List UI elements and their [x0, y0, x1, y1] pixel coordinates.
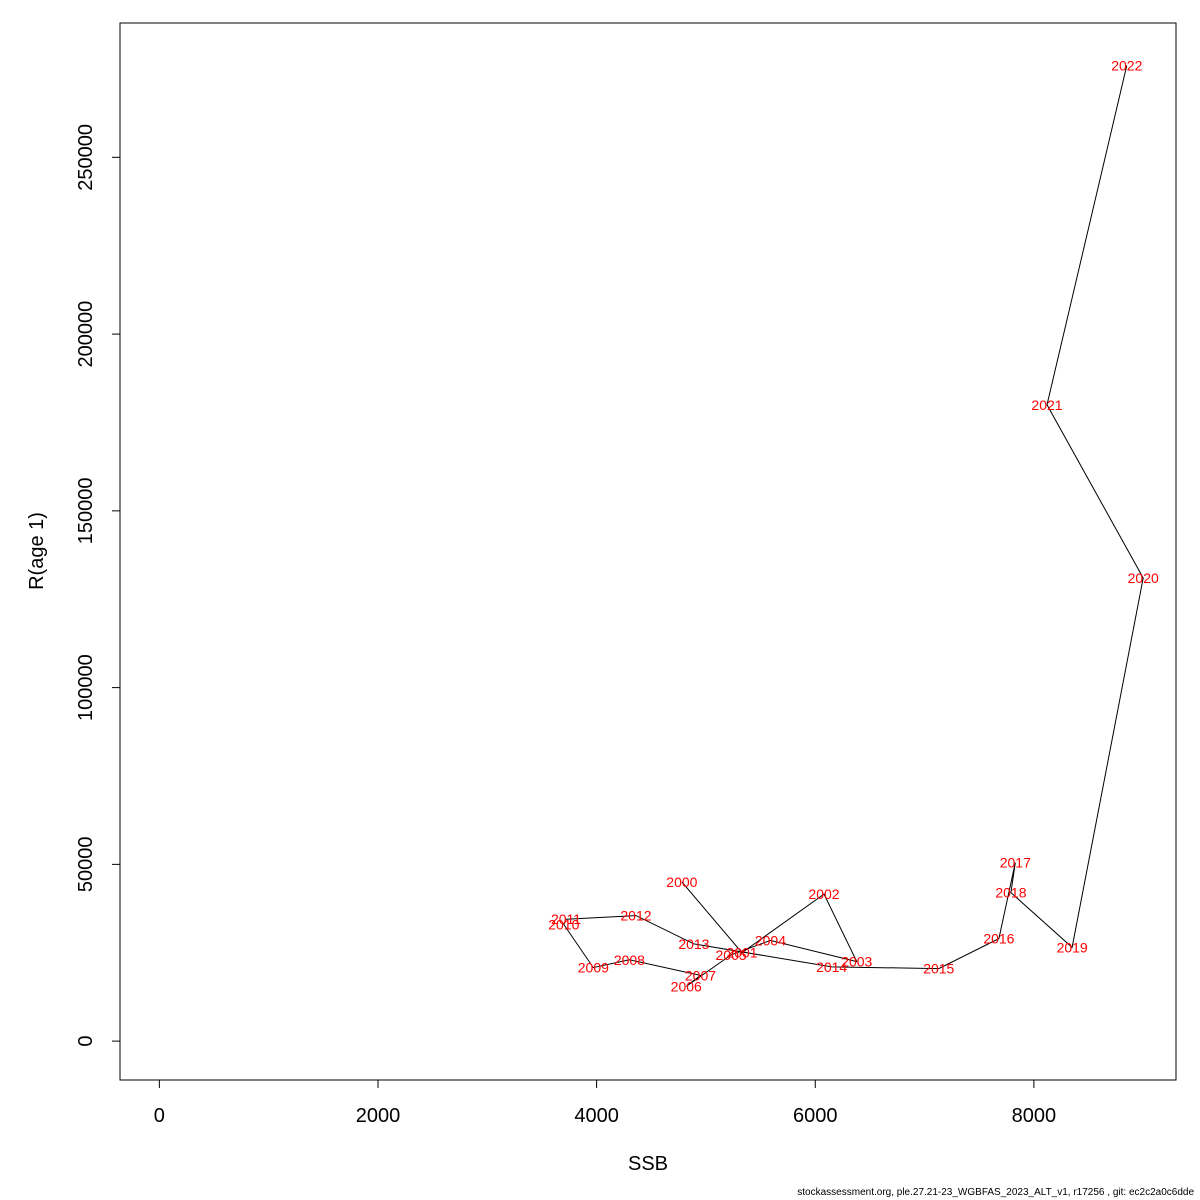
point-label-2010: 2010 — [548, 916, 579, 932]
point-label-2000: 2000 — [666, 874, 697, 890]
point-label-2015: 2015 — [923, 961, 954, 977]
point-label-2006: 2006 — [671, 978, 702, 994]
point-label-2016: 2016 — [983, 931, 1014, 947]
footer-source: stockassessment.org, ple.27.21-23_WGBFAS… — [797, 1187, 1194, 1198]
x-tick-label: 4000 — [574, 1105, 619, 1127]
series-line — [563, 65, 1144, 987]
point-label-2001: 2001 — [726, 945, 757, 961]
point-label-2022: 2022 — [1111, 57, 1142, 73]
y-tick-label: 100000 — [75, 654, 97, 721]
point-label-2005: 2005 — [716, 947, 747, 963]
x-tick-label: 8000 — [1012, 1105, 1057, 1127]
y-tick-label: 250000 — [75, 124, 97, 191]
point-label-2004: 2004 — [755, 932, 786, 948]
point-label-2003: 2003 — [841, 954, 872, 970]
axes: 0 2000 4000 6000 8000 0 50000 100000 150000 20000… — [75, 124, 1056, 1127]
point-label-2021: 2021 — [1031, 397, 1062, 413]
point-label-2019: 2019 — [1057, 939, 1088, 955]
point-label-2020: 2020 — [1128, 570, 1159, 586]
point-label-2007: 2007 — [685, 967, 716, 983]
y-tick-label: 50000 — [75, 837, 97, 893]
x-tick-label: 0 — [154, 1105, 165, 1127]
point-label-2009: 2009 — [578, 960, 609, 976]
point-label-2002: 2002 — [808, 886, 839, 902]
point-label-2008: 2008 — [614, 952, 645, 968]
point-label-2018: 2018 — [995, 885, 1026, 901]
x-axis-title: SSB — [628, 1153, 668, 1175]
x-tick-label: 6000 — [793, 1105, 838, 1127]
point-label-2013: 2013 — [678, 936, 709, 952]
x-tick-label: 2000 — [356, 1105, 401, 1127]
point-label-2017: 2017 — [1000, 855, 1031, 871]
y-tick-label: 200000 — [75, 301, 97, 368]
point-label-2014: 2014 — [816, 959, 847, 975]
point-label-2011: 2011 — [551, 911, 581, 927]
y-tick-label: 150000 — [75, 477, 97, 544]
point-label-2012: 2012 — [620, 908, 651, 924]
y-axis-title: R(age 1) — [26, 512, 48, 590]
y-tick-label: 0 — [75, 1036, 97, 1047]
series-path — [563, 65, 1144, 987]
